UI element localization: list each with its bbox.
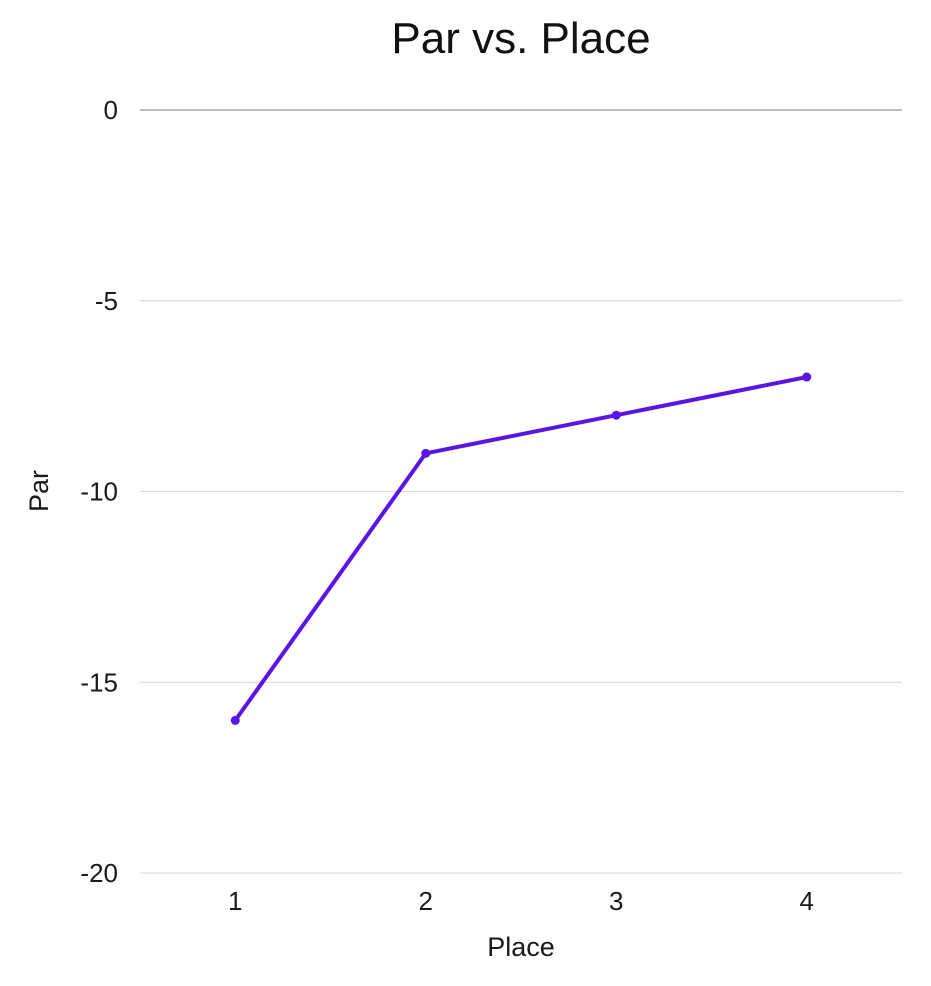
y-tick-label: -15: [80, 667, 118, 697]
gridlines: [140, 109, 902, 874]
x-tick-labels: 1 2 3 4: [228, 886, 814, 916]
y-tick-label: -10: [80, 477, 118, 507]
x-tick-label: 3: [609, 886, 623, 916]
data-point: [611, 410, 621, 420]
data-point: [802, 372, 812, 382]
x-tick-label: 2: [419, 886, 433, 916]
data-point: [230, 715, 240, 725]
y-tick-labels: 0 -5 -10 -15 -20: [80, 95, 118, 888]
chart-title: Par vs. Place: [391, 14, 651, 63]
series-line: [233, 375, 809, 723]
y-tick-label: -20: [80, 858, 118, 888]
y-tick-label: 0: [104, 95, 118, 125]
data-point: [421, 448, 431, 458]
series-layer: [230, 372, 812, 725]
x-tick-label: 1: [228, 886, 242, 916]
y-tick-label: -5: [95, 286, 118, 316]
x-tick-label: 4: [800, 886, 814, 916]
x-axis-label: Place: [487, 932, 555, 962]
y-axis-label: Par: [24, 470, 54, 512]
